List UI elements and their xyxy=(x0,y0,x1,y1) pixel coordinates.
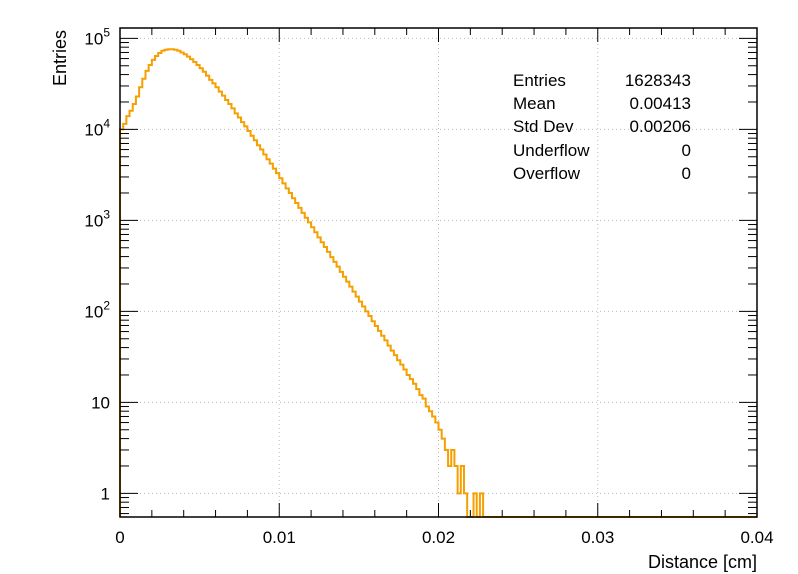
stats-value: 0.00206 xyxy=(629,117,691,137)
x-tick-labels: 0 0.01 0.02 0.03 0.04 xyxy=(115,528,773,547)
x-axis-label: Distance [cm] xyxy=(648,552,757,572)
y-tick-labels: 1 10 102 103 104 105 xyxy=(84,25,110,503)
stats-value: 0.00413 xyxy=(629,94,691,114)
grid-lines xyxy=(120,28,757,517)
stats-row-entries: Entries 1628343 xyxy=(513,69,691,92)
axes xyxy=(119,27,758,518)
y-tick-label: 104 xyxy=(84,116,110,139)
y-axis-label: Entries xyxy=(50,30,70,86)
stats-key: Std Dev xyxy=(513,117,574,137)
y-tick-label: 1 xyxy=(101,484,110,503)
stats-box: Entries 1628343 Mean 0.00413 Std Dev 0.0… xyxy=(513,69,691,185)
stats-row-underflow: Underflow 0 xyxy=(513,139,691,162)
y-tick-label: 10 xyxy=(91,393,110,412)
stats-value: 1628343 xyxy=(624,71,691,90)
x-tick-label: 0.01 xyxy=(263,528,296,547)
y-tick-label: 103 xyxy=(84,207,110,230)
x-tick-label: 0.04 xyxy=(740,528,773,547)
y-tick-label: 102 xyxy=(84,298,110,321)
stats-row-mean: Mean 0.00413 xyxy=(513,92,691,115)
stats-value: 0 xyxy=(681,163,691,183)
x-tick-label: 0.02 xyxy=(422,528,455,547)
stats-row-overflow: Overflow 0 xyxy=(513,162,691,185)
stats-key: Overflow xyxy=(513,163,581,183)
stats-key: Mean xyxy=(513,94,556,114)
x-tick-label: 0.03 xyxy=(581,528,614,547)
stats-key: Underflow xyxy=(513,140,590,160)
y-tick-label: 105 xyxy=(84,25,110,48)
stats-value: 0 xyxy=(681,140,691,160)
stats-row-std-dev: Std Dev 0.00206 xyxy=(513,115,691,138)
stats-key: Entries xyxy=(513,71,566,90)
x-tick-label: 0 xyxy=(115,528,124,547)
